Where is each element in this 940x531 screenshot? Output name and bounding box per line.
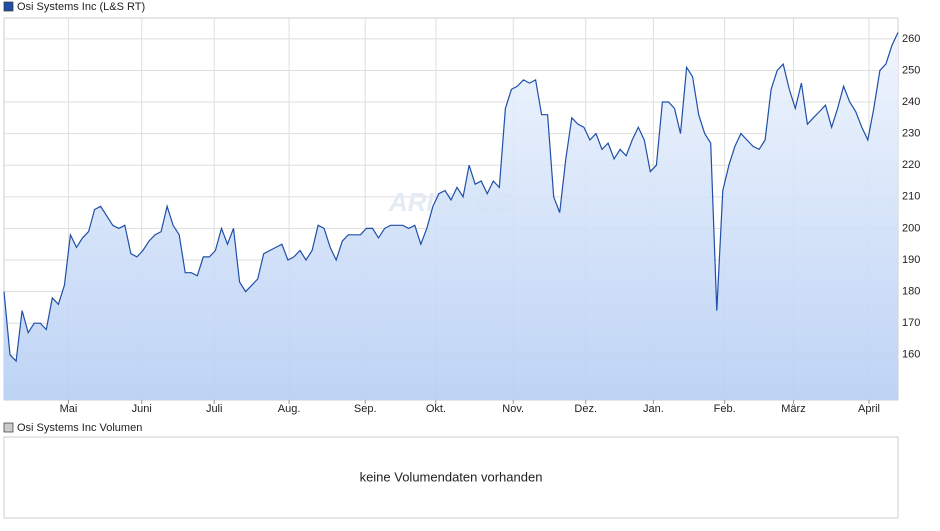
- y-tick-label: 180: [902, 286, 920, 298]
- volume-message: keine Volumendaten vorhanden: [360, 469, 543, 484]
- x-tick-label: Jan.: [643, 403, 664, 415]
- legend-label: Osi Systems Inc (L&S RT): [17, 1, 145, 13]
- y-tick-label: 160: [902, 349, 920, 361]
- x-tick-label: Okt.: [426, 403, 446, 415]
- price-line: [3, 32, 899, 363]
- y-tick-label: 220: [902, 159, 920, 171]
- x-tick-label: Juni: [132, 403, 152, 415]
- area: [4, 32, 898, 400]
- x-tick-label: Nov.: [502, 403, 524, 415]
- x-tick-label: Sep.: [354, 403, 377, 415]
- y-tick-label: 230: [902, 128, 920, 140]
- y-tick-label: 250: [902, 64, 920, 76]
- y-tick-label: 240: [902, 96, 920, 108]
- x-tick-label: April: [858, 403, 880, 415]
- y-tick-label: 190: [902, 254, 920, 266]
- legend-swatch: [3, 1, 14, 12]
- volume-legend-swatch: [3, 422, 14, 433]
- volume-legend-label: Osi Systems Inc Volumen: [17, 422, 142, 434]
- x-tick-label: März: [781, 403, 805, 415]
- x-tick-label: Dez.: [574, 403, 597, 415]
- y-tick-label: 260: [902, 33, 920, 45]
- y-tick-label: 210: [902, 191, 920, 203]
- x-tick-label: Juli: [206, 403, 223, 415]
- x-tick-label: Mai: [60, 403, 78, 415]
- y-tick-label: 200: [902, 222, 920, 234]
- volume-frame: [3, 436, 899, 519]
- x-tick-label: Aug.: [278, 403, 301, 415]
- y-tick-label: 170: [902, 317, 920, 329]
- x-tick-label: Feb.: [714, 403, 736, 415]
